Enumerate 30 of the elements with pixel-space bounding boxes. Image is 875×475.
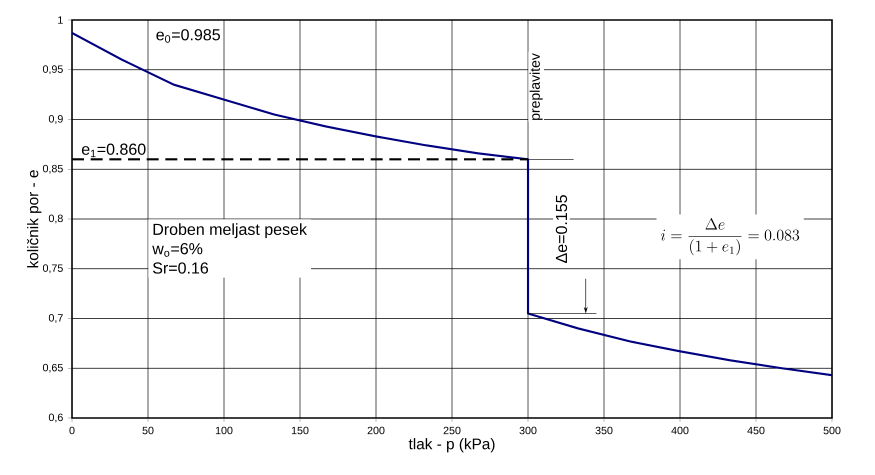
x-tick-label: 500 xyxy=(824,426,840,434)
y-tick-label: 1 xyxy=(58,16,63,24)
annotation: $i=\frac{\Delta e}{(1+e_{1})}=0.083$ xyxy=(660,218,800,256)
y-tick-label: 0,95 xyxy=(42,65,63,74)
x-tick-label: 50 xyxy=(142,426,154,434)
y-tick-label: 0,7 xyxy=(48,314,63,323)
x-tick-label: 150 xyxy=(292,426,308,434)
x-axis-title: tlak - p (kPa) xyxy=(408,438,494,452)
y-tick-label: 0,8 xyxy=(48,214,63,224)
x-tick-label: 400 xyxy=(671,426,688,434)
x-tick-label: 0 xyxy=(69,426,75,434)
x-tick-label: 300 xyxy=(520,426,536,434)
annotation: e$_{0}$=0.985 xyxy=(156,29,220,43)
x-tick-label: 200 xyxy=(368,426,384,434)
y-tick-label: 0,6 xyxy=(48,414,63,422)
annotation: e$_{1}$=0.860 xyxy=(82,144,146,158)
x-tick-label: 350 xyxy=(596,426,612,434)
x-tick-label: 100 xyxy=(216,426,232,434)
annotation: Sr=0.16 xyxy=(153,262,208,274)
y-axis-title: količnik por - e xyxy=(27,170,42,268)
annotation: Droben meljast pesek xyxy=(154,223,307,238)
x-tick-label: 450 xyxy=(747,426,764,434)
y-tick-label: 0,85 xyxy=(42,164,63,174)
y-tick-label: 0,65 xyxy=(42,364,63,373)
y-tick-label: 0,9 xyxy=(48,115,63,124)
annotation: Δe=0.155 xyxy=(556,195,568,263)
x-tick-label: 250 xyxy=(444,426,460,434)
annotation: preplavitev xyxy=(530,53,543,120)
annotation: w$_{o}$=6% xyxy=(152,243,202,257)
y-tick-label: 0,75 xyxy=(42,264,63,274)
